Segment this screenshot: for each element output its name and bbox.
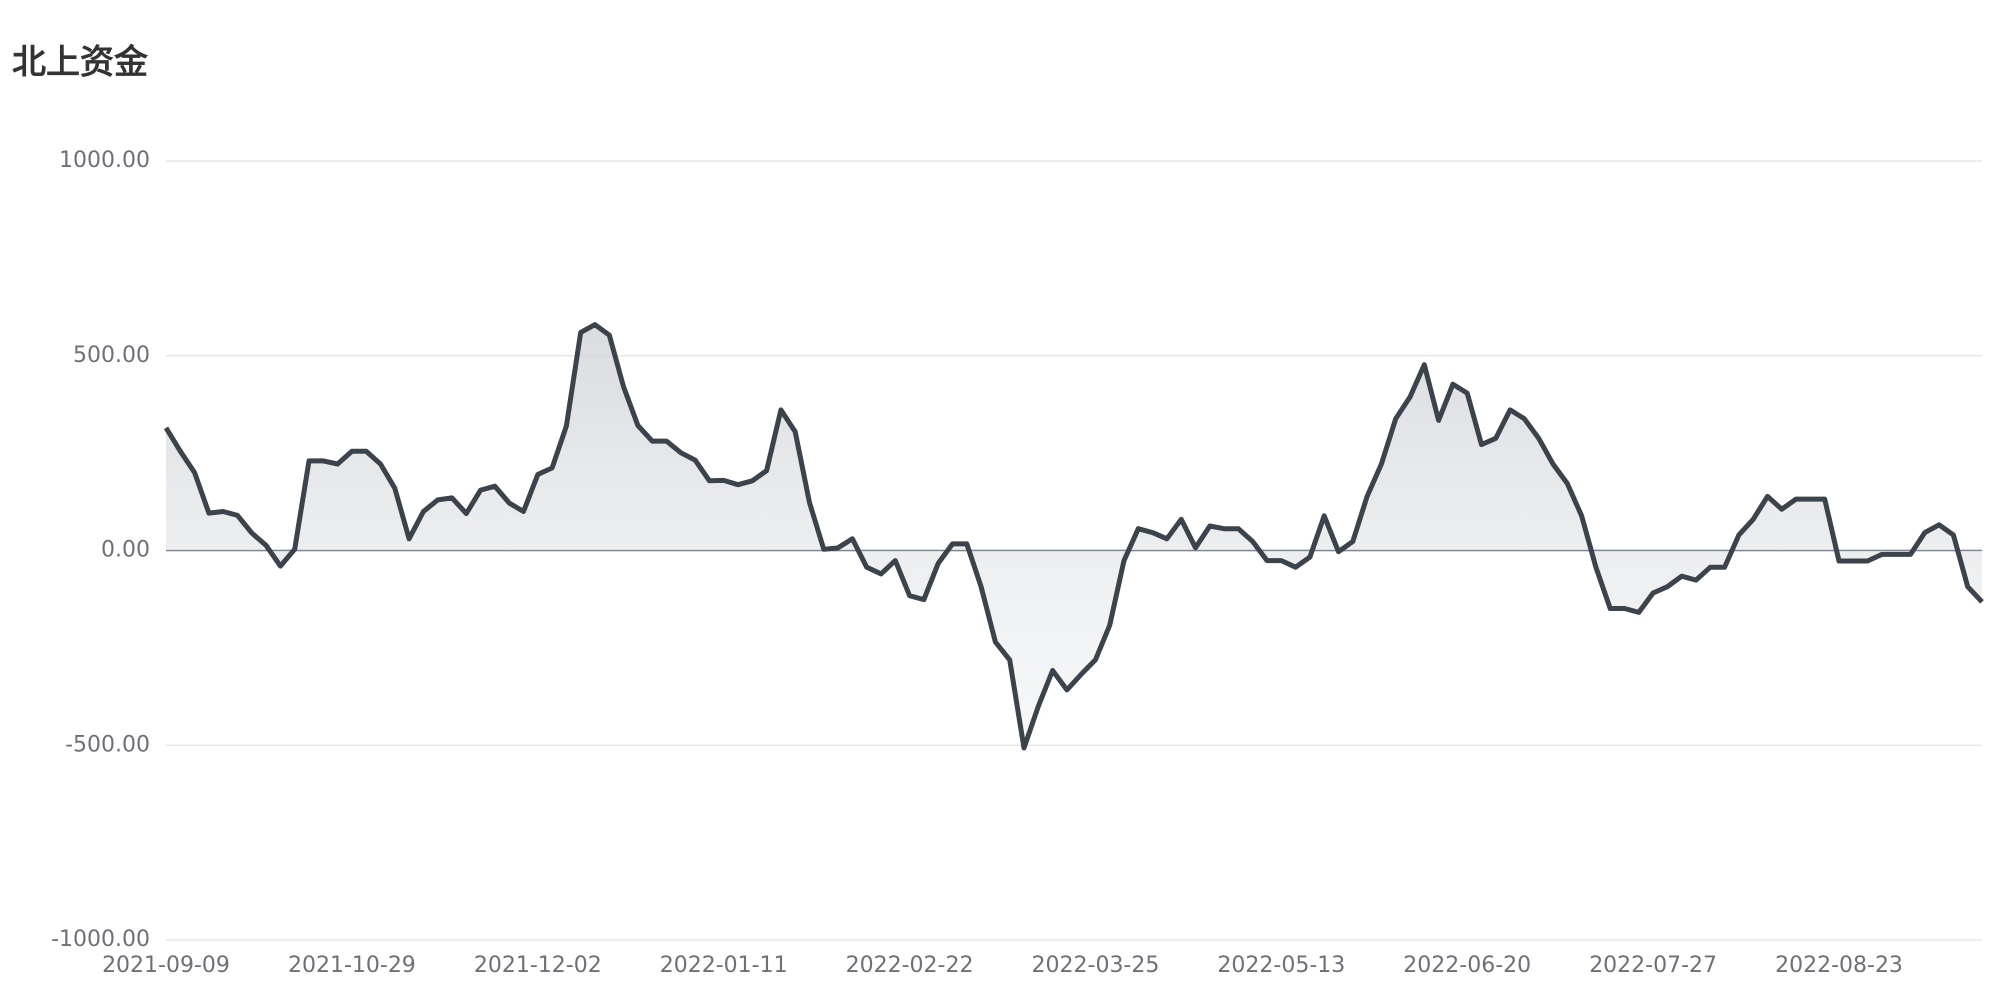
line <box>163 322 1984 751</box>
y-tick-label: 0.00 <box>101 538 150 563</box>
x-tick-label: 2022-02-22 <box>846 953 974 978</box>
y-tick-label: 1000.00 <box>59 148 150 173</box>
x-tick-label: 2022-03-25 <box>1032 953 1160 978</box>
chart-title: 北上资金 <box>12 43 149 83</box>
x-tick-label: 2022-01-11 <box>660 953 788 978</box>
x-tick-label: 2021-10-29 <box>288 953 416 978</box>
y-tick-label: -500.00 <box>65 732 150 757</box>
y-tick-label: 500.00 <box>73 343 150 368</box>
area <box>166 324 1982 748</box>
x-tick-label: 2022-06-20 <box>1403 953 1531 978</box>
x-tick-label: 2021-12-02 <box>474 953 602 978</box>
x-tick-label: 2022-07-27 <box>1589 953 1717 978</box>
x-tick-label: 2021-09-09 <box>102 953 230 978</box>
y-tick-label: -1000.00 <box>51 927 150 952</box>
x-tick-label: 2022-08-23 <box>1775 953 1903 978</box>
x-tick-label: 2022-05-13 <box>1217 953 1345 978</box>
